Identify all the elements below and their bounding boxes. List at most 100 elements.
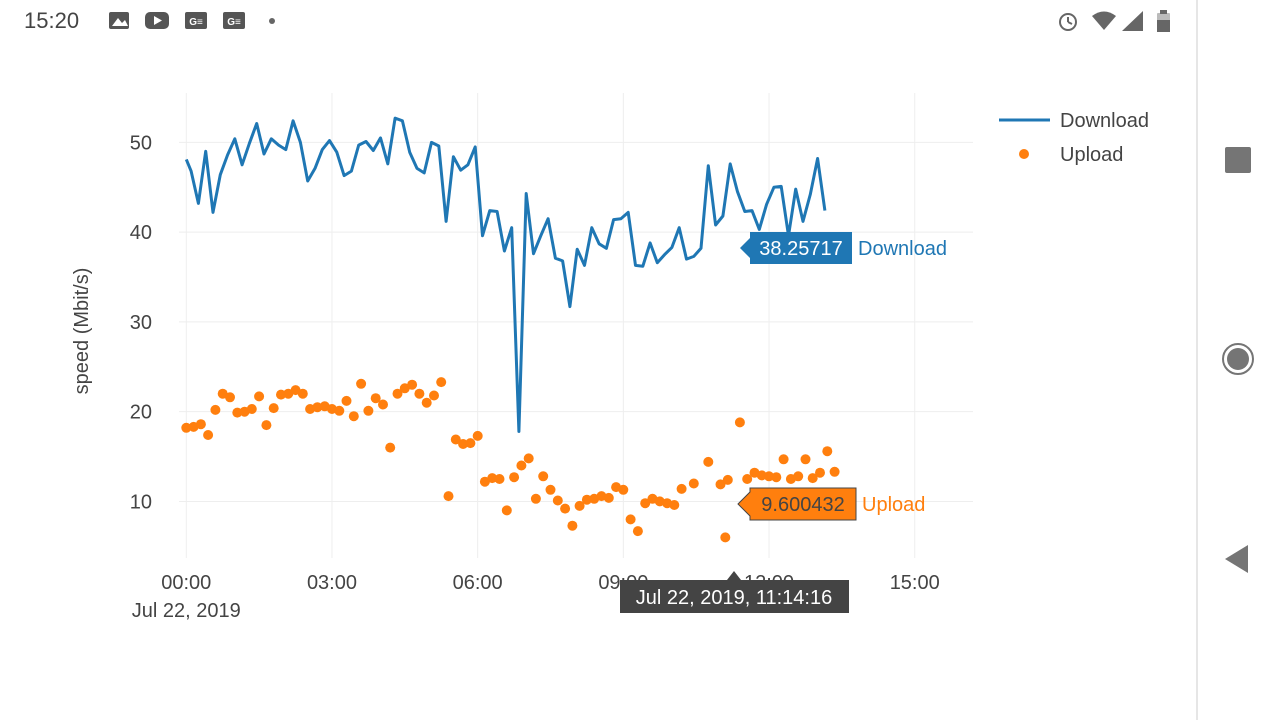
- upload-point: [195, 419, 206, 430]
- download-line: [184, 116, 827, 433]
- legend-item-upload[interactable]: Upload: [1019, 144, 1123, 166]
- upload-point: [764, 471, 774, 482]
- upload-point: [370, 393, 381, 404]
- plot-area[interactable]: [181, 116, 840, 543]
- hover-x-label: Jul 22, 2019, 11:14:16: [636, 587, 832, 609]
- upload-point: [530, 493, 541, 504]
- upload-point: [458, 439, 469, 449]
- upload-point: [567, 520, 578, 531]
- upload-point: [414, 388, 425, 399]
- upload-point: [509, 472, 520, 483]
- upload-point: [793, 471, 804, 482]
- legend-item-download[interactable]: Download: [999, 110, 1149, 132]
- upload-point: [545, 484, 556, 495]
- status-bar: 15:20 G≡ G≡: [0, 0, 1196, 44]
- upload-point: [297, 388, 308, 399]
- legend-upload-label: Upload: [1060, 144, 1123, 166]
- upload-point: [385, 442, 396, 453]
- upload-point: [703, 456, 714, 467]
- upload-point: [341, 395, 352, 406]
- upload-point: [829, 466, 840, 477]
- news-icon: G≡: [185, 12, 207, 29]
- upload-point: [560, 503, 571, 514]
- upload-point: [516, 460, 527, 471]
- x-tick-label: 00:00: [161, 572, 211, 594]
- status-time: 15:20: [24, 8, 80, 33]
- upload-point: [487, 473, 498, 484]
- legend: Download Upload: [999, 110, 1149, 166]
- recents-button[interactable]: [1225, 147, 1251, 173]
- alarm-icon: [1059, 13, 1077, 31]
- upload-point: [715, 479, 726, 490]
- upload-point: [210, 404, 221, 415]
- upload-point: [254, 391, 265, 402]
- upload-point: [450, 434, 461, 445]
- upload-point: [429, 390, 439, 401]
- upload-point: [618, 484, 629, 495]
- upload-point: [494, 474, 505, 484]
- svg-text:G≡: G≡: [189, 17, 203, 28]
- svg-text:G≡: G≡: [227, 17, 241, 28]
- hover-x: Jul 22, 2019, 11:14:16: [620, 571, 849, 613]
- y-tick-label: 10: [130, 491, 152, 513]
- navigation-bar: [1196, 0, 1280, 720]
- upload-point: [640, 498, 651, 509]
- y-axis-ticks: 10 20 30 40 50: [130, 132, 152, 513]
- news-icon: G≡: [223, 12, 245, 29]
- legend-download-label: Download: [1060, 110, 1149, 132]
- upload-point: [625, 514, 636, 525]
- upload-point: [778, 454, 789, 465]
- upload-point: [436, 377, 447, 388]
- upload-point: [356, 378, 367, 389]
- upload-point: [348, 411, 359, 422]
- image-icon: [109, 12, 129, 29]
- y-tick-label: 50: [130, 132, 152, 154]
- upload-point: [261, 420, 272, 431]
- upload-point: [676, 483, 687, 494]
- upload-point: [472, 430, 483, 441]
- home-button[interactable]: [1222, 343, 1254, 375]
- upload-point: [800, 454, 811, 465]
- upload-point: [443, 491, 454, 502]
- back-button[interactable]: [1225, 545, 1248, 573]
- hover-upload-box: [737, 487, 857, 521]
- y-axis-title: speed (Mbit/s): [71, 268, 93, 395]
- upload-point: [407, 379, 418, 390]
- signal-icon: [1122, 11, 1143, 31]
- upload-point: [363, 405, 374, 416]
- upload-point: [722, 474, 733, 485]
- upload-point: [688, 478, 699, 489]
- upload-point: [538, 471, 549, 482]
- upload-point: [276, 389, 286, 400]
- battery-icon: [1157, 10, 1170, 32]
- y-tick-label: 30: [130, 312, 152, 334]
- upload-point: [669, 500, 680, 510]
- upload-point: [421, 397, 432, 408]
- upload-point: [815, 467, 825, 478]
- upload-point: [822, 446, 833, 457]
- x-tick-label: 03:00: [307, 572, 357, 594]
- upload-point: [312, 402, 323, 413]
- upload-point: [734, 417, 745, 428]
- hover-download: 38.25717 Download: [740, 232, 947, 264]
- upload-point: [378, 399, 388, 410]
- hover-download-value: 38.25717: [759, 238, 842, 260]
- hover-download-name: Download: [858, 238, 947, 260]
- hover-download-box: [740, 232, 852, 264]
- upload-point: [225, 392, 235, 403]
- upload-point: [632, 526, 643, 537]
- upload-point: [807, 473, 818, 484]
- upload-point: [268, 403, 279, 414]
- upload-point: [203, 430, 214, 440]
- y-tick-label: 40: [130, 222, 152, 244]
- upload-point: [465, 438, 476, 449]
- x-tick-sublabel: Jul 22, 2019: [132, 600, 241, 622]
- upload-point: [392, 388, 403, 399]
- upload-point: [720, 532, 731, 543]
- upload-point: [232, 407, 243, 418]
- upload-point: [742, 474, 753, 484]
- upload-point: [181, 422, 192, 433]
- upload-point: [603, 492, 614, 503]
- dot-icon: [269, 18, 275, 24]
